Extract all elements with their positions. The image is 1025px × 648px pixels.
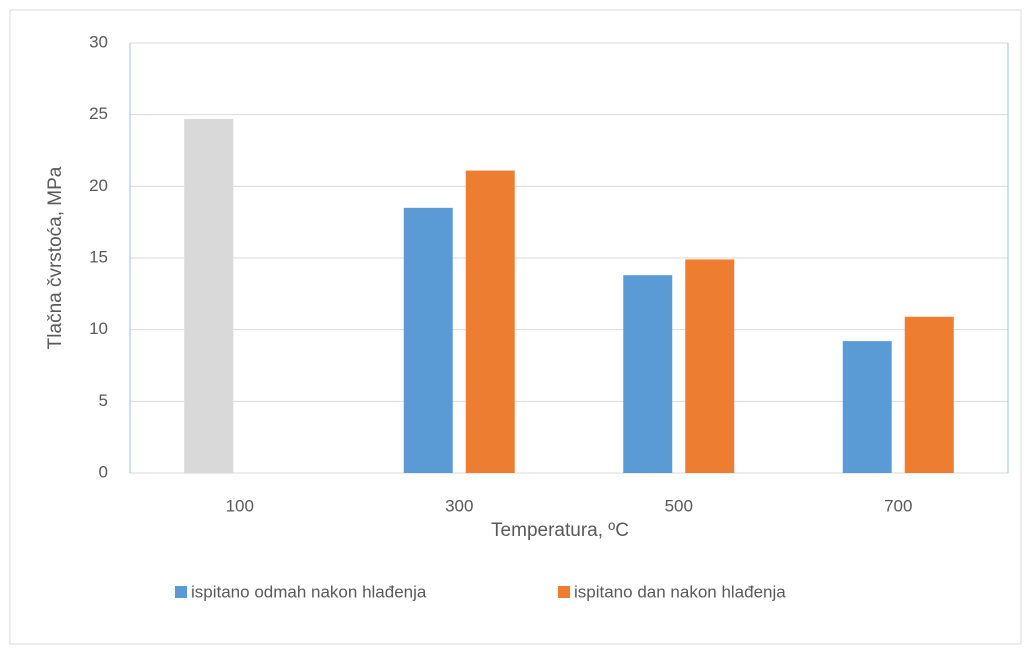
- y-tick-label: 15: [89, 247, 108, 266]
- y-tick-label: 10: [89, 319, 108, 338]
- bar: [403, 207, 453, 474]
- bar: [685, 259, 735, 473]
- x-tick-label: 100: [226, 496, 254, 515]
- y-tick-label: 0: [99, 462, 108, 481]
- bar: [842, 341, 892, 473]
- x-axis-title: Temperatura, ºC: [491, 520, 629, 541]
- legend-swatch: [175, 586, 187, 598]
- legend-swatch: [558, 586, 570, 598]
- x-tick-label: 500: [665, 496, 693, 515]
- y-tick-label: 30: [89, 32, 108, 51]
- x-tick-label: 700: [884, 496, 912, 515]
- chart-border: [9, 9, 1022, 645]
- bar: [904, 316, 954, 473]
- y-tick-label: 5: [99, 391, 108, 410]
- y-tick-label: 25: [89, 104, 108, 123]
- bar: [184, 118, 234, 473]
- bar: [465, 170, 515, 474]
- legend-label: ispitano dan nakon hlađenja: [574, 582, 786, 601]
- y-axis-title: Tlačna čvrstoća, MPa: [45, 166, 66, 349]
- bar: [623, 275, 673, 473]
- y-tick-label: 20: [89, 176, 108, 195]
- x-tick-label: 300: [445, 496, 473, 515]
- legend-label: ispitano odmah nakon hlađenja: [191, 582, 427, 601]
